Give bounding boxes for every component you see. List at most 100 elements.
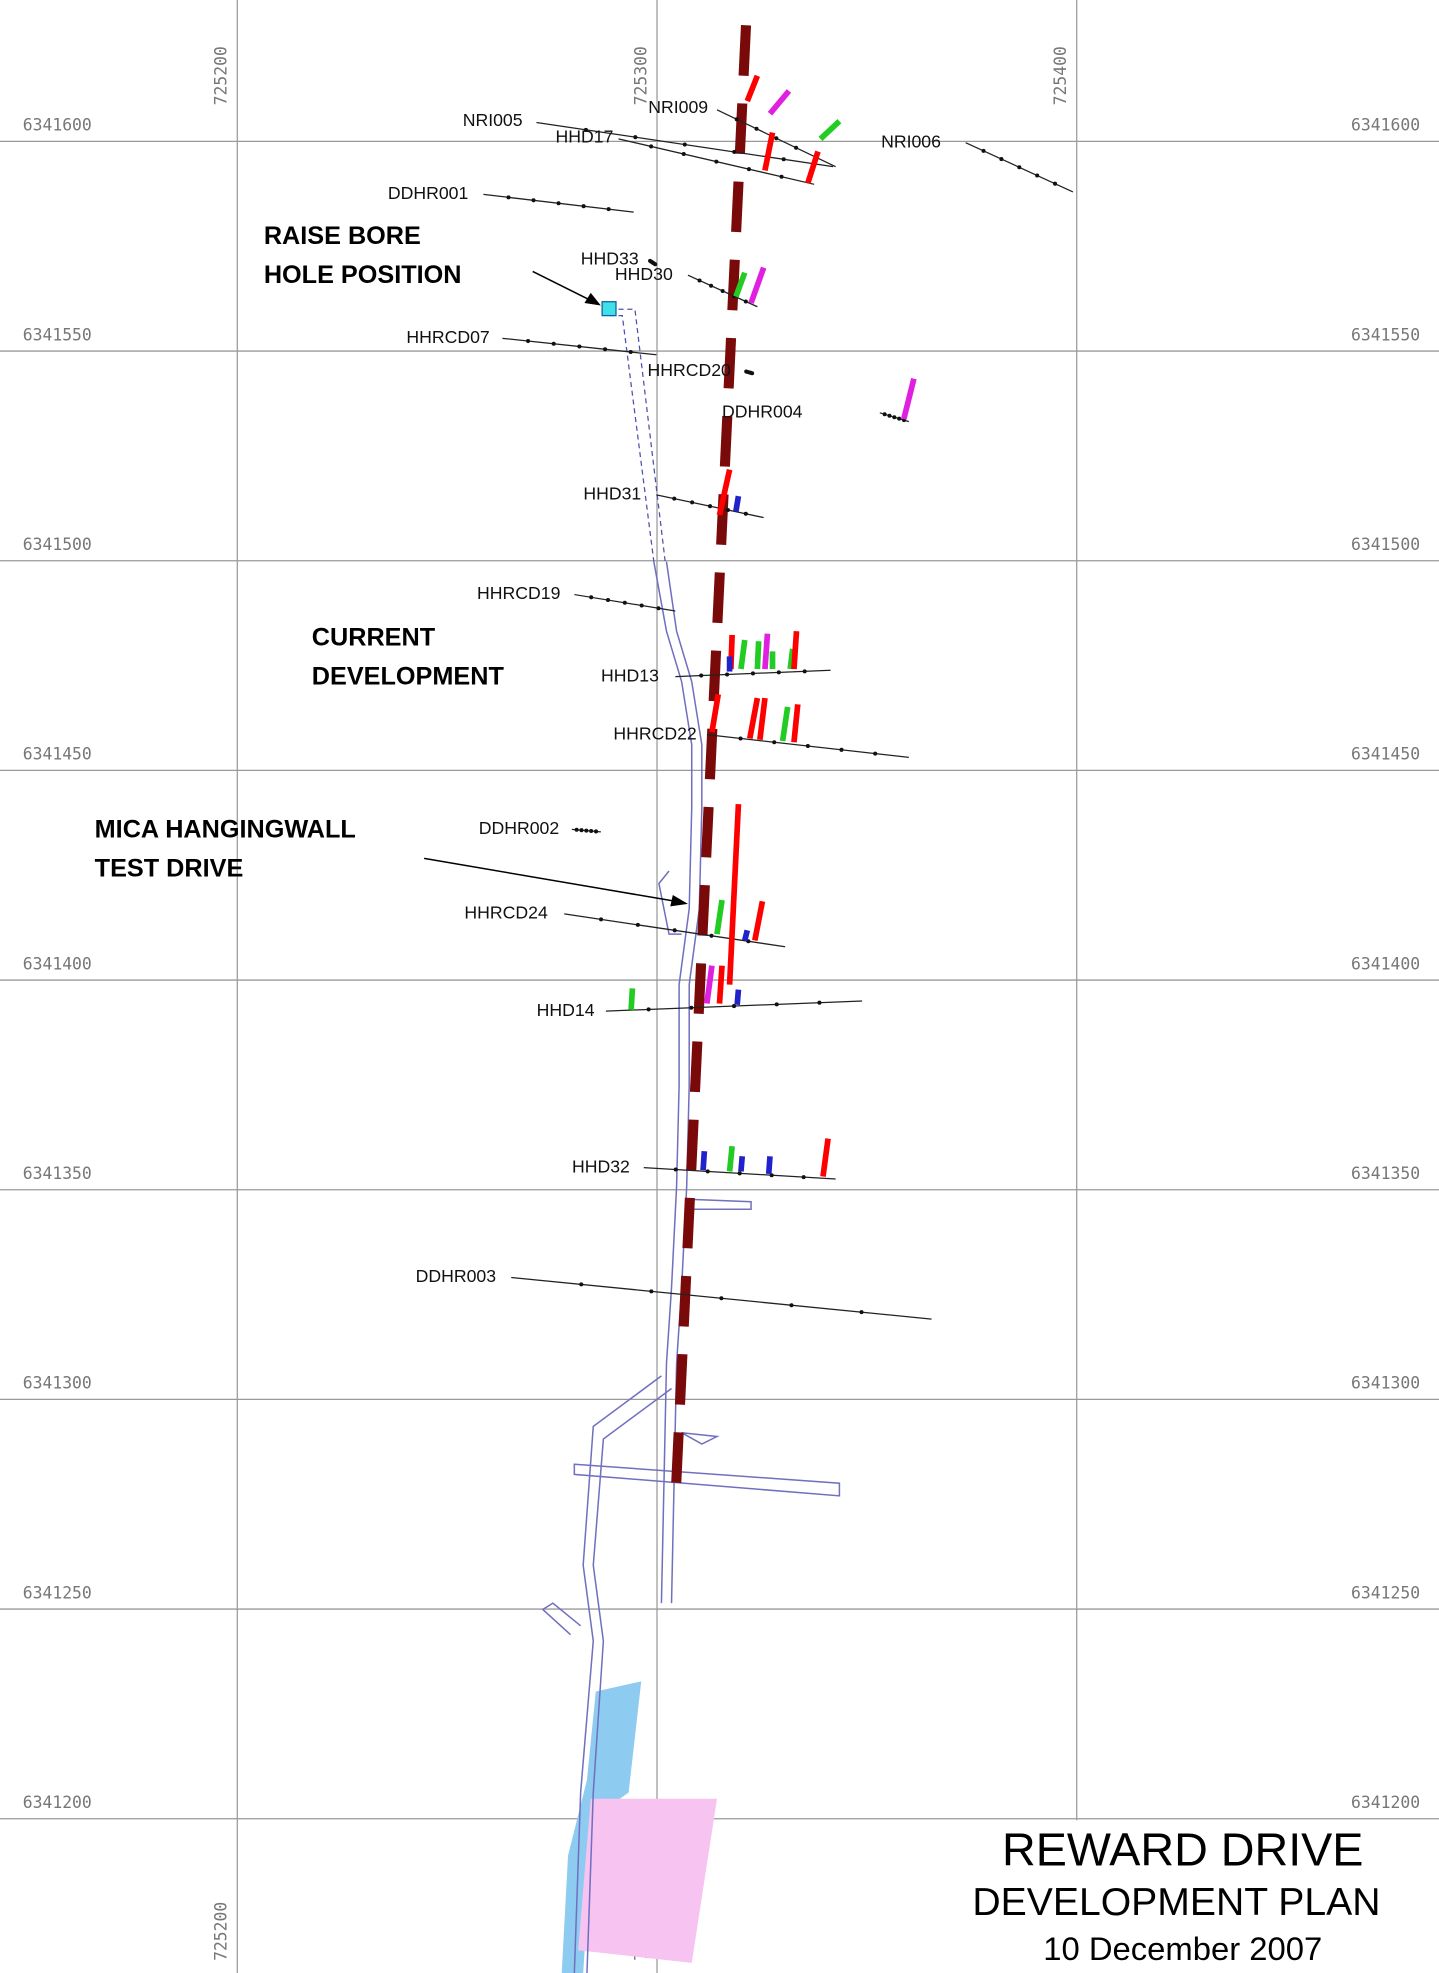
northing-label: 6341350 (23, 1164, 92, 1183)
sample-dot (709, 284, 713, 288)
sample-dot (633, 135, 637, 139)
sample-dot (794, 146, 798, 150)
sample-dot (999, 157, 1003, 161)
hole-label: HHRCD20 (647, 360, 731, 380)
sample-dot (629, 350, 633, 354)
hole-label: DDHR001 (388, 183, 468, 203)
raise-bore-hole (602, 302, 616, 316)
sample-dot (649, 144, 653, 148)
sample-dot (506, 195, 510, 199)
annotation: DEVELOPMENT (312, 663, 505, 691)
hole-label: HHD32 (572, 1156, 630, 1176)
sample-dot (887, 414, 891, 418)
sample-dot (817, 1001, 821, 1005)
northing-label: 6341500 (23, 535, 92, 554)
northing-label: 6341200 (1351, 1793, 1420, 1812)
sample-dot (606, 598, 610, 602)
sample-dot (682, 152, 686, 156)
sample-dot (789, 1303, 793, 1307)
sample-dot (772, 740, 776, 744)
hole-label: HHD13 (601, 665, 659, 685)
sample-dot (755, 127, 759, 131)
subtitle: DEVELOPMENT PLAN (972, 1881, 1380, 1924)
sample-dot (607, 207, 611, 211)
northing-label: 6341400 (1351, 954, 1420, 973)
sample-dot (690, 500, 694, 504)
assay-bar (745, 930, 748, 940)
hole-label: HHRCD24 (464, 903, 548, 923)
sample-dot (873, 752, 877, 756)
sample-dot (1035, 173, 1039, 177)
sample-dot (674, 1168, 678, 1172)
sample-dot (840, 748, 844, 752)
hole-label: DDHR002 (479, 818, 559, 838)
sample-dot (708, 504, 712, 508)
assay-bar (741, 1156, 742, 1171)
annotation: HOLE POSITION (264, 261, 462, 289)
sample-dot (806, 744, 810, 748)
sample-dot (774, 136, 778, 140)
sample-dot (780, 175, 784, 179)
northing-label: 6341300 (23, 1374, 92, 1393)
sample-dot (735, 117, 739, 121)
northing-label: 6341250 (1351, 1583, 1420, 1602)
sample-dot (732, 150, 736, 154)
sample-dot (744, 512, 748, 516)
hole-label: HHD31 (583, 484, 641, 504)
assay-bar (757, 641, 758, 669)
sample-dot (751, 671, 755, 675)
sample-dot (532, 198, 536, 202)
sample-dot (689, 1006, 693, 1010)
hole-label: HHD14 (537, 1000, 595, 1020)
hole-label: DDHR004 (722, 401, 803, 421)
sample-dot (552, 342, 556, 346)
sample-dot (594, 829, 598, 833)
sample-dot (582, 204, 586, 208)
sample-dot (577, 345, 581, 349)
assay-bar (736, 496, 739, 511)
assay-bar (769, 1156, 770, 1174)
northing-label: 6341550 (1351, 325, 1420, 344)
sample-dot (1017, 165, 1021, 169)
assay-bar (765, 634, 768, 669)
sample-dot (672, 497, 676, 501)
sample-dot (623, 601, 627, 605)
easting-label: 725200 (212, 1902, 231, 1961)
sample-dot (599, 917, 603, 921)
sample-dot (640, 603, 644, 607)
northing-label: 6341450 (23, 745, 92, 764)
assay-bar (737, 990, 738, 1005)
assay-bar (631, 988, 632, 1009)
sample-dot (777, 670, 781, 674)
sample-dot (744, 299, 748, 303)
hole-label: NRI009 (648, 97, 708, 117)
northing-label: 6341550 (23, 325, 92, 344)
page: {"grid": {"eastings": [725200, 725300, 7… (0, 0, 1439, 1973)
hole-label: NRI006 (881, 131, 941, 151)
sample-dot (526, 339, 530, 343)
sample-dot (859, 1310, 863, 1314)
sample-dot (579, 1282, 583, 1286)
easting-label: 725400 (1051, 46, 1070, 105)
hole-label: DDHR003 (416, 1266, 497, 1286)
northing-label: 6341250 (23, 1583, 92, 1602)
northing-label: 6341350 (1351, 1164, 1420, 1183)
assay-bar (794, 704, 798, 742)
sample-dot (782, 157, 786, 161)
sample-dot (725, 672, 729, 676)
sample-dot (714, 160, 718, 164)
sample-dot (673, 928, 677, 932)
hole-label: HHRCD19 (477, 583, 560, 603)
sample-dot (892, 415, 896, 419)
annotation: CURRENT (312, 623, 436, 651)
assay-bar (730, 1146, 733, 1171)
hole-label: NRI005 (463, 110, 523, 130)
sample-dot (883, 412, 887, 416)
sample-dot (575, 828, 579, 832)
sample-dot (636, 923, 640, 927)
northing-label: 6341600 (23, 116, 92, 135)
sample-dot (747, 167, 751, 171)
sample-dot (721, 289, 725, 293)
sample-dot (647, 1007, 651, 1011)
sample-dot (709, 934, 713, 938)
